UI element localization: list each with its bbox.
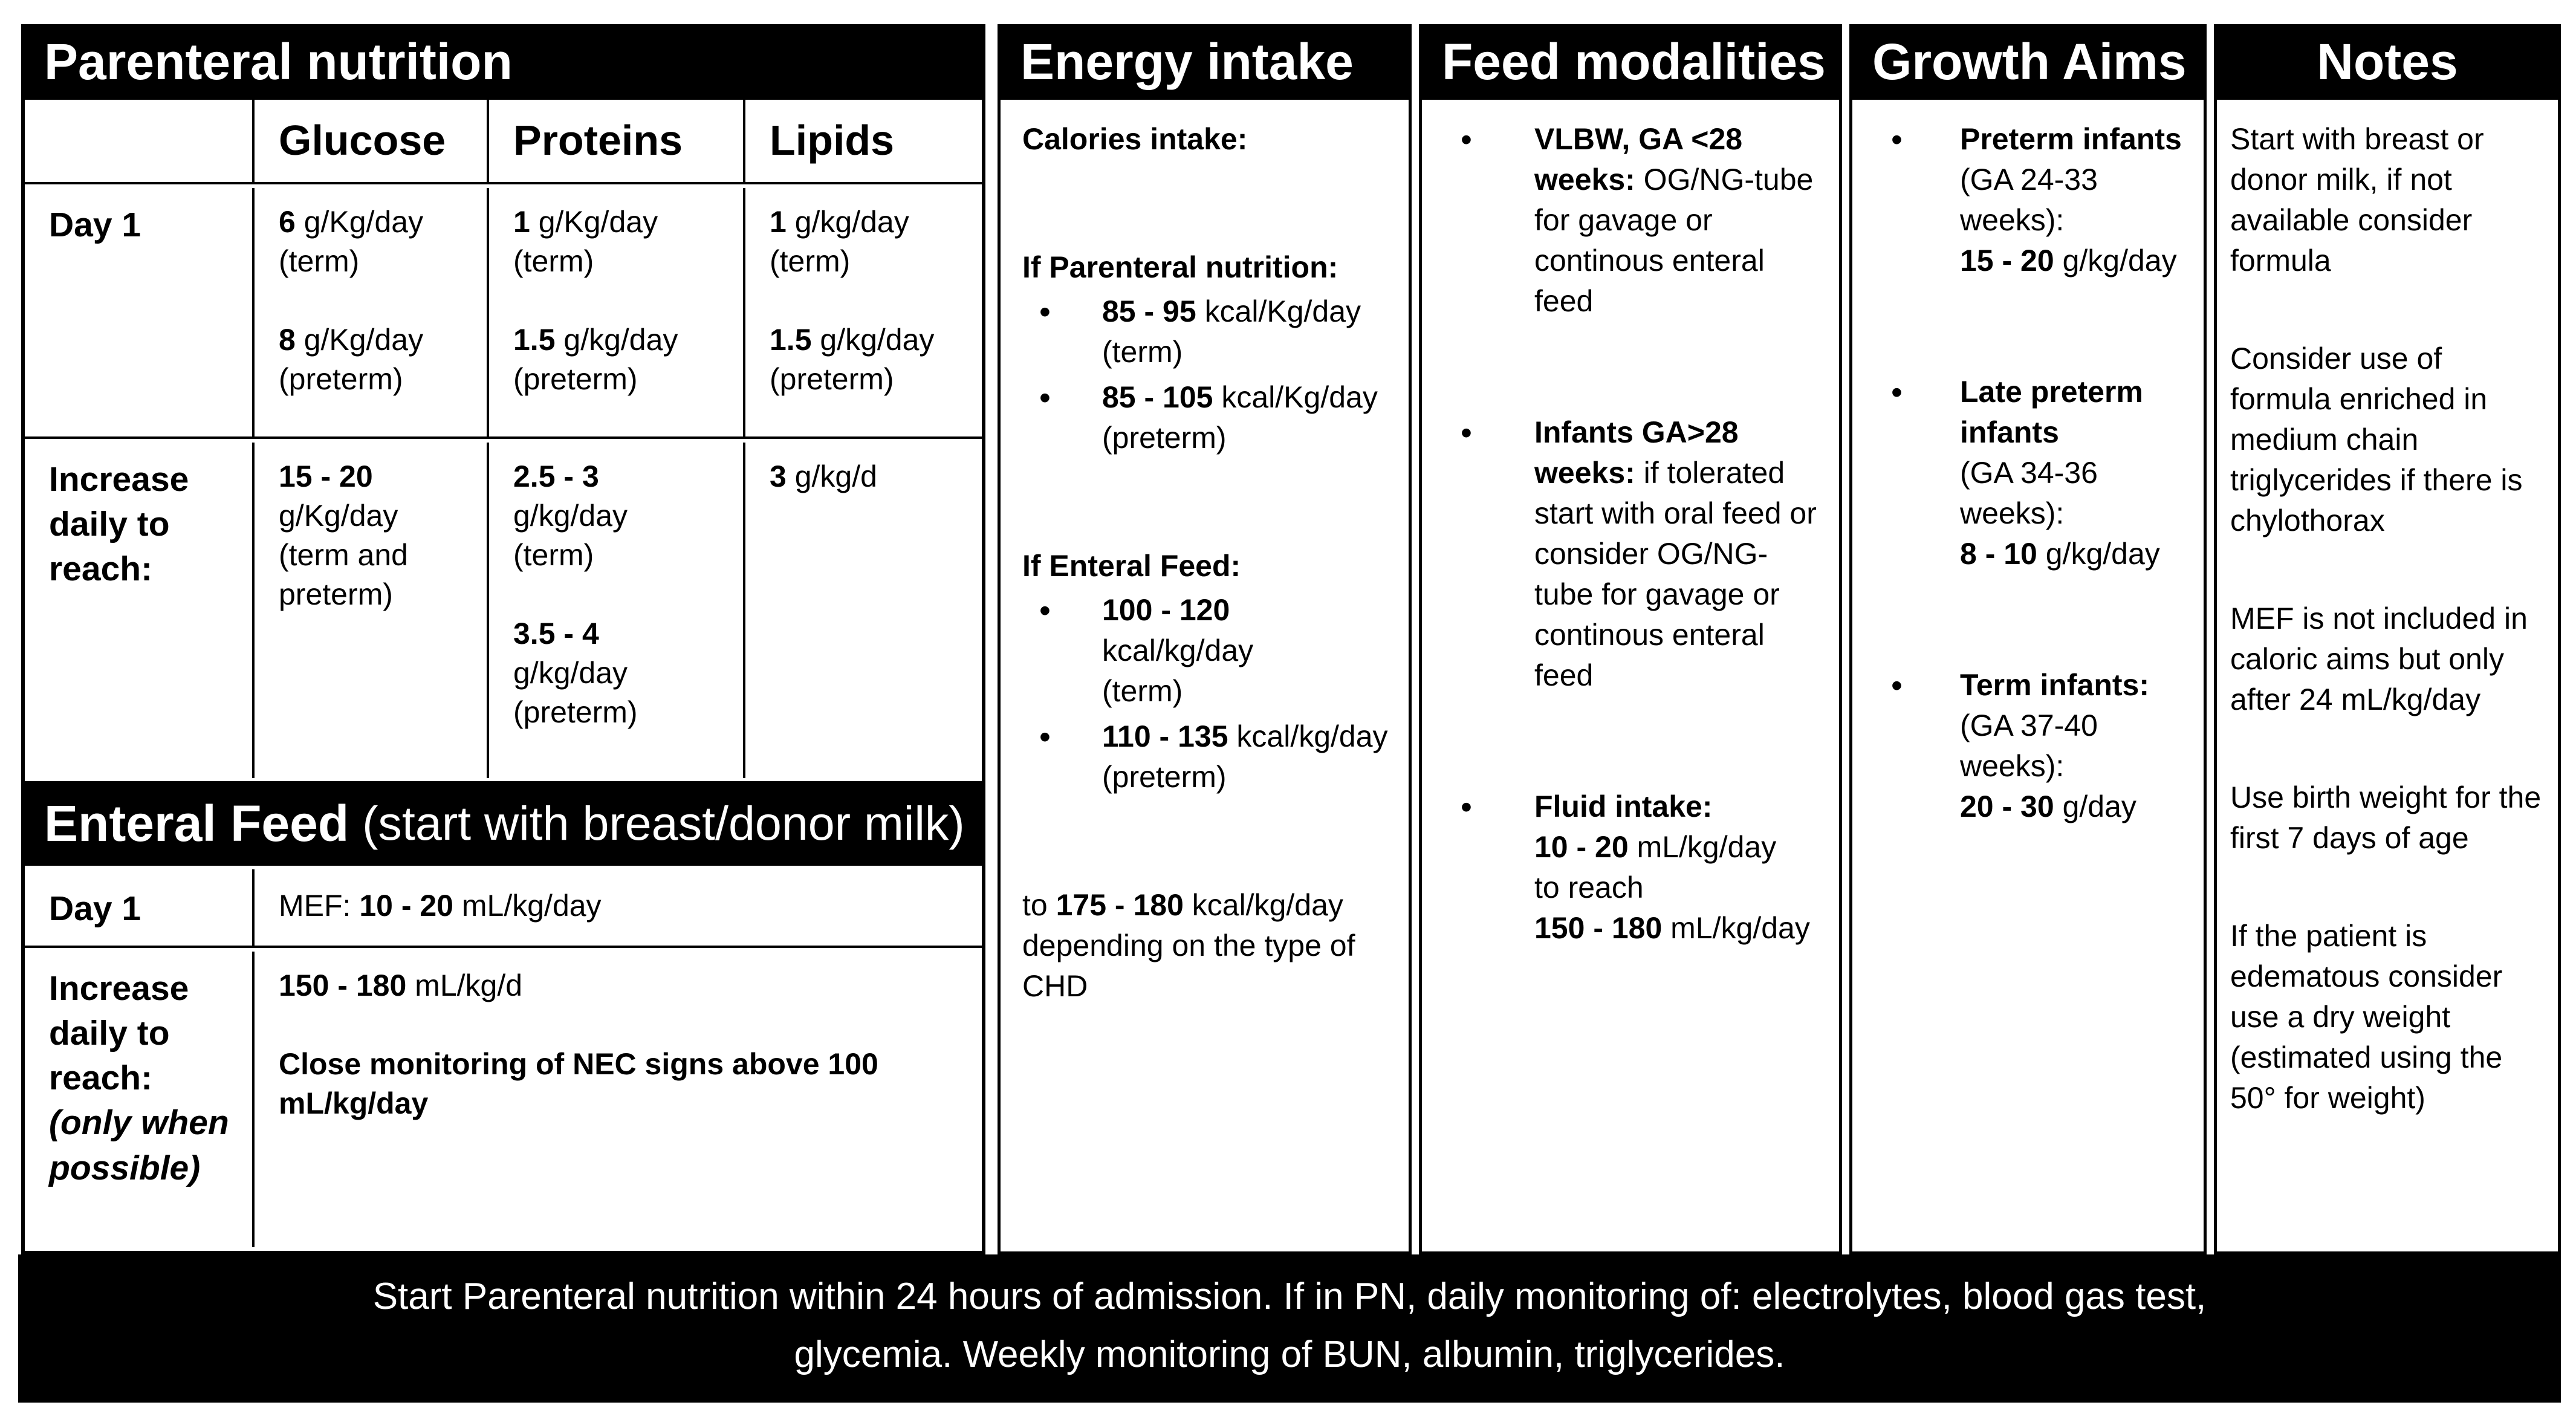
energy-intake-section: Energy intake Calories intake: If Parent… bbox=[998, 24, 1412, 1254]
cell-enteral-day1-content: MEF: 10 - 20 mL/kg/day bbox=[255, 869, 982, 949]
col-header-glucose: Glucose bbox=[255, 100, 489, 184]
growth-aims-header-bar: Growth Aims bbox=[1849, 24, 2207, 100]
parenteral-nutrition-header-bar: Parenteral nutrition bbox=[21, 24, 985, 100]
energy-intake-title: Energy intake bbox=[1020, 33, 1354, 90]
notes-paragraph: If the patient is edematous consider use… bbox=[2230, 919, 2503, 1115]
calories-intake-heading: Calories intake: bbox=[1022, 122, 1248, 156]
col-header-proteins: Proteins bbox=[489, 100, 745, 184]
cell-increase-proteins: 2.5 - 3 g/kg/day (term) 3.5 - 4 g/kg/day… bbox=[489, 442, 745, 778]
parenteral-table: Glucose Proteins Lipids Day 1 6 g/Kg/day… bbox=[21, 100, 985, 1254]
cell-increase-lipids: 3 g/kg/d bbox=[770, 459, 877, 493]
row-label-parenteral-day1: Day 1 bbox=[25, 187, 255, 439]
cell-day1-glucose: 6 g/Kg/day (term) 8 g/Kg/day (preterm) bbox=[255, 187, 489, 439]
notes-paragraph: Consider use of formula enriched in medi… bbox=[2230, 342, 2523, 537]
feed-modalities-title: Feed modalities bbox=[1442, 33, 1826, 90]
if-enteral-heading: If Enteral Feed: bbox=[1022, 549, 1241, 583]
row-label-enteral-day1: Day 1 bbox=[25, 869, 255, 949]
col-header-lipids: Lipids bbox=[745, 100, 982, 184]
footer-line-1: Start Parenteral nutrition within 24 hou… bbox=[372, 1276, 2207, 1317]
cell-enteral-increase-content: 150 - 180 mL/kg/d Close monitoring of NE… bbox=[279, 969, 887, 1121]
footer-line-2: glycemia. Weekly monitoring of BUN, albu… bbox=[794, 1334, 1785, 1376]
enteral-feed-header-bar: Enteral Feed (start with breast/donor mi… bbox=[25, 781, 982, 866]
growth-aims-title: Growth Aims bbox=[1872, 33, 2187, 90]
corner-empty-cell bbox=[25, 100, 255, 184]
bullet-item: Late preterm infants (GA 34-36 weeks): 8… bbox=[1874, 371, 2183, 574]
energy-intake-header-bar: Energy intake bbox=[998, 24, 1412, 100]
bullet-item: 85 - 95 kcal/Kg/day (term) bbox=[1022, 290, 1388, 372]
row-label-parenteral-increase: Increase daily to reach: bbox=[25, 442, 255, 778]
bullet-item: Infants GA>28 weeks: if tolerated start … bbox=[1444, 411, 1818, 696]
notes-paragraph: Use birth weight for the first 7 days of… bbox=[2230, 780, 2542, 855]
notes-paragraph: Start with breast or donor milk, if not … bbox=[2230, 122, 2484, 277]
parenteral-enteral-section: Parenteral nutrition Glucose Proteins Li… bbox=[21, 24, 985, 1254]
if-parenteral-heading: If Parenteral nutrition: bbox=[1022, 250, 1338, 284]
bullet-item: VLBW, GA <28 weeks: OG/NG-tube for gavag… bbox=[1444, 118, 1818, 322]
notes-paragraph: MEF is not included in caloric aims but … bbox=[2230, 602, 2528, 716]
bullet-item: Term infants: (GA 37-40 weeks): 20 - 30 … bbox=[1874, 664, 2183, 827]
cell-day1-proteins: 1 g/Kg/day (term) 1.5 g/kg/day (preterm) bbox=[489, 187, 745, 439]
bullet-item: 110 - 135 kcal/kg/day (preterm) bbox=[1022, 715, 1388, 797]
bullet-item: Preterm infants (GA 24-33 weeks): 15 - 2… bbox=[1874, 118, 2183, 281]
notes-section: Notes Start with breast or donor milk, i… bbox=[2214, 24, 2561, 1254]
growth-aims-section: Growth Aims Preterm infants (GA 24-33 we… bbox=[1849, 24, 2207, 1254]
feed-modalities-header-bar: Feed modalities bbox=[1419, 24, 1842, 100]
energy-intake-body: Calories intake: If Parenteral nutrition… bbox=[998, 100, 1412, 1254]
energy-chd-note: to 175 - 180 kcal/kg/day depending on th… bbox=[1022, 888, 1364, 1003]
growth-aims-body: Preterm infants (GA 24-33 weeks): 15 - 2… bbox=[1849, 100, 2207, 1254]
bullet-item: Fluid intake: 10 - 20 mL/kg/day to reach… bbox=[1444, 785, 1818, 949]
parenteral-nutrition-title: Parenteral nutrition bbox=[44, 33, 513, 90]
notes-title: Notes bbox=[2317, 33, 2458, 90]
feed-modalities-section: Feed modalities VLBW, GA <28 weeks: OG/N… bbox=[1419, 24, 1842, 1254]
feed-modalities-body: VLBW, GA <28 weeks: OG/NG-tube for gavag… bbox=[1419, 100, 1842, 1254]
cell-increase-glucose: 15 - 20 g/Kg/day (term and preterm) bbox=[255, 442, 489, 778]
row-label-enteral-increase: Increase daily to reach: (only when poss… bbox=[25, 952, 255, 1248]
bullet-item: 100 - 120 kcal/kg/day (term) bbox=[1022, 589, 1388, 712]
bullet-item: 85 - 105 kcal/Kg/day (preterm) bbox=[1022, 376, 1388, 458]
notes-header-bar: Notes bbox=[2214, 24, 2561, 100]
notes-body: Start with breast or donor milk, if not … bbox=[2214, 100, 2561, 1254]
monitoring-footer-bar: Start Parenteral nutrition within 24 hou… bbox=[18, 1254, 2561, 1403]
cell-day1-lipids: 1 g/kg/day (term) 1.5 g/kg/day (preterm) bbox=[745, 188, 982, 439]
